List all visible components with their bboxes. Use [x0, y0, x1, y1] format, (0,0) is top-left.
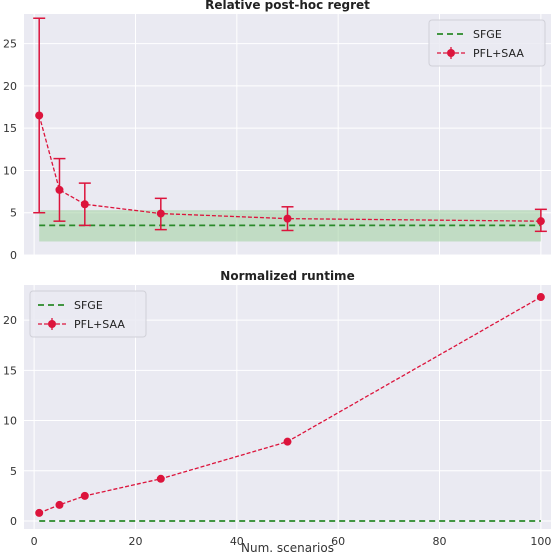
chart-panel-1: Relative post-hoc regret 0 5 10 15 20 25 SFGE PF…: [3, 0, 551, 262]
y-tick-label: 15: [3, 122, 17, 135]
y-tick-label: 10: [3, 164, 17, 177]
x-tick-label: 20: [128, 535, 142, 548]
legend: SFGE PFL+SAA: [428, 19, 546, 67]
data-point: [283, 437, 292, 446]
series-pfl-saa: [33, 17, 547, 233]
data-point: [80, 491, 89, 500]
data-point: [55, 500, 64, 509]
y-tick-label: 10: [3, 415, 17, 428]
x-tick-label: 100: [530, 535, 551, 548]
chart-panel-2: Normalized runtime 0 5 10 15 20 0 20 40 60 80 100 Nu…: [3, 269, 551, 555]
legend-label: SFGE: [473, 28, 502, 41]
y-tick-label: 0: [10, 249, 17, 262]
y-tick-label: 20: [3, 314, 17, 327]
y-tick-label: 25: [3, 38, 17, 51]
legend-label: PFL+SAA: [74, 318, 125, 331]
x-tick-label: 0: [31, 535, 38, 548]
data-point: [156, 474, 165, 483]
chart-title: Normalized runtime: [220, 269, 354, 283]
legend-label: SFGE: [74, 299, 103, 312]
y-tick-label: 20: [3, 80, 17, 93]
x-tick-label: 80: [433, 535, 447, 548]
y-tick-label: 5: [10, 207, 17, 220]
x-axis-label: Num. scenarios: [241, 541, 334, 555]
data-point: [283, 214, 292, 223]
y-tick-label: 0: [10, 515, 17, 528]
x-tick-label: 60: [331, 535, 345, 548]
series-line: [38, 115, 541, 222]
series-sfge: [39, 210, 541, 242]
legend: SFGE PFL+SAA: [29, 290, 147, 338]
data-point: [55, 185, 64, 194]
data-point: [35, 111, 44, 120]
series-pfl-saa: [35, 293, 545, 517]
data-point: [80, 200, 89, 209]
chart-title: Relative post-hoc regret: [205, 0, 370, 12]
legend-label: PFL+SAA: [473, 47, 524, 60]
legend-box: [428, 19, 546, 67]
data-point: [536, 217, 545, 226]
y-tick-label: 15: [3, 364, 17, 377]
data-point: [156, 209, 165, 218]
legend-box: [29, 290, 147, 338]
x-tick-label: 40: [230, 535, 244, 548]
y-tick-label: 5: [10, 465, 17, 478]
data-point: [35, 508, 44, 517]
data-point: [536, 293, 545, 302]
